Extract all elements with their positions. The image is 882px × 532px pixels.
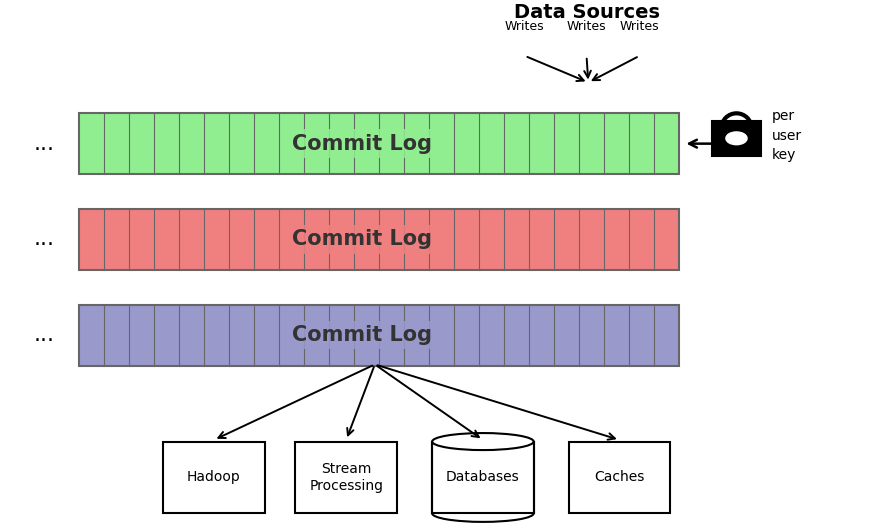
Text: Commit Log: Commit Log bbox=[292, 134, 431, 154]
Text: Data Sources: Data Sources bbox=[513, 3, 660, 22]
Text: per
user
key: per user key bbox=[772, 109, 802, 162]
Bar bbox=[713, 121, 760, 156]
Bar bbox=[79, 304, 679, 366]
Text: Caches: Caches bbox=[594, 470, 645, 485]
Text: Databases: Databases bbox=[446, 470, 519, 485]
Bar bbox=[79, 113, 679, 174]
Bar bbox=[163, 442, 265, 513]
Text: Writes: Writes bbox=[505, 20, 544, 32]
Circle shape bbox=[726, 132, 747, 145]
Text: ...: ... bbox=[34, 325, 55, 345]
Text: Commit Log: Commit Log bbox=[292, 229, 431, 250]
Text: Stream
Processing: Stream Processing bbox=[310, 462, 383, 493]
Bar bbox=[295, 442, 397, 513]
Text: Writes: Writes bbox=[567, 20, 606, 32]
Bar bbox=[569, 442, 670, 513]
Bar bbox=[79, 209, 679, 270]
Text: Writes: Writes bbox=[620, 20, 659, 32]
Text: ...: ... bbox=[34, 134, 55, 154]
Text: Commit Log: Commit Log bbox=[292, 325, 431, 345]
Bar bbox=[432, 442, 534, 513]
Text: ...: ... bbox=[34, 229, 55, 250]
Text: Hadoop: Hadoop bbox=[187, 470, 241, 485]
Ellipse shape bbox=[432, 433, 534, 450]
